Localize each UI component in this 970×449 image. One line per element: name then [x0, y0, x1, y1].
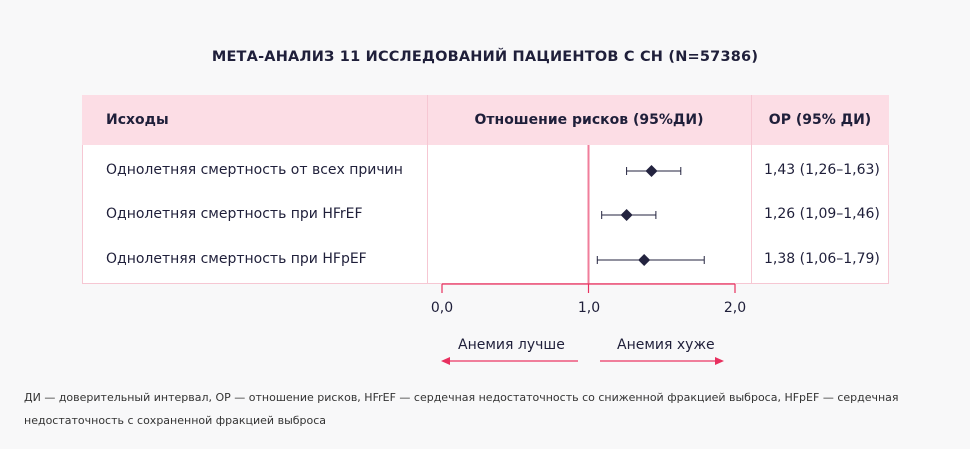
- header-or: ОР (95% ДИ): [768, 112, 872, 128]
- x-tick-label: 1,0: [577, 300, 601, 316]
- chart-title: МЕТА-АНАЛИЗ 11 ИССЛЕДОВАНИЙ ПАЦИЕНТОВ С …: [211, 49, 759, 65]
- column-divider: [427, 95, 428, 284]
- x-tick-label: 0,0: [430, 300, 454, 316]
- column-divider: [751, 95, 752, 284]
- footnote-line: ДИ — доверительный интервал, ОР — отноше…: [24, 391, 899, 404]
- footnote-line: недостаточность с сохраненной фракцией в…: [24, 414, 327, 427]
- row-or-value: 1,26 (1,09–1,46): [764, 206, 880, 222]
- row-or-value: 1,43 (1,26–1,63): [764, 162, 880, 178]
- row-label: Однолетняя смертность от всех причин: [106, 162, 403, 178]
- estimate-diamond: [638, 254, 651, 266]
- arrow-right-head: [715, 357, 724, 365]
- direction-left-label: Анемия лучше: [458, 337, 565, 353]
- estimate-diamond: [645, 165, 658, 177]
- estimate-diamond: [620, 209, 633, 221]
- table-header: [82, 95, 889, 145]
- direction-right-label: Анемия хуже: [617, 337, 715, 353]
- arrow-left-head: [441, 357, 450, 365]
- row-or-value: 1,38 (1,06–1,79): [764, 251, 880, 267]
- row-label: Однолетняя смертность при HFpEF: [106, 251, 367, 267]
- x-tick-label: 2,0: [723, 300, 747, 316]
- header-outcomes: Исходы: [106, 112, 169, 128]
- header-ratio: Отношение рисков (95%ДИ): [474, 112, 704, 128]
- row-label: Однолетняя смертность при HFrEF: [106, 206, 363, 222]
